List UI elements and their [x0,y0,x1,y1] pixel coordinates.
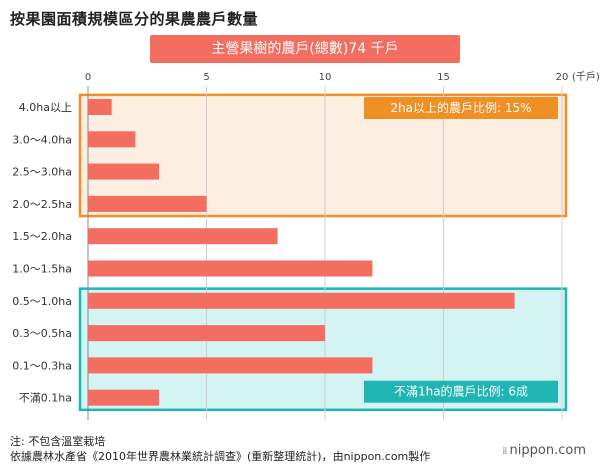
brand-text: nippon.com [509,443,586,458]
annotation-label-0: 2ha以上的農戶比例: 15% [390,100,531,115]
category-label: 0.3～0.5ha [12,327,72,340]
bar [88,357,373,374]
category-label: 0.1～0.3ha [12,359,72,372]
category-label: 3.0～4.0ha [12,133,72,146]
dots-icon: ⁞⁞ [502,446,507,457]
bar [88,99,112,115]
bar [88,131,136,148]
bar [88,195,207,212]
x-tick-label: 15 [437,72,450,83]
page-title: 按果園面積規模區分的果農農戶數量 [10,10,259,28]
annotation-label-1: 不滿1ha的農戶比例: 6成 [394,384,528,399]
x-tick-label: 10 [319,72,332,83]
bar [88,260,373,277]
x-tick-label: 20 [556,72,569,83]
category-label: 不滿0.1ha [19,392,72,405]
category-label: 1.0～1.5ha [12,263,72,276]
category-label: 4.0ha以上 [19,101,72,114]
footer-note: 注: 不包含溫室栽培 [10,435,106,448]
bar [88,292,515,309]
category-label: 0.5～1.0ha [12,295,72,308]
category-label: 1.5～2.0ha [12,230,72,243]
footer-source: 依據農林水產省《2010年世界農林業統計調查》(重新整理統計)，由nippon.… [10,450,431,463]
bar [88,228,278,245]
chart-title-banner: 主營果樹的農戶(總數)74 千戶 [150,35,460,63]
category-label: 2.0～2.5ha [12,198,72,211]
annotation-box-1 [364,380,558,403]
bar [88,325,325,342]
bar [88,163,160,180]
annotation-box-0 [364,97,558,119]
x-tick-label: 5 [203,72,209,83]
bar [88,389,160,406]
category-label: 2.5～3.0ha [12,166,72,179]
brand-logo: ⁞⁞ nippon.com [502,443,586,458]
x-tick-label: 0 [85,72,91,83]
x-axis-unit: (千戶) [572,71,600,83]
